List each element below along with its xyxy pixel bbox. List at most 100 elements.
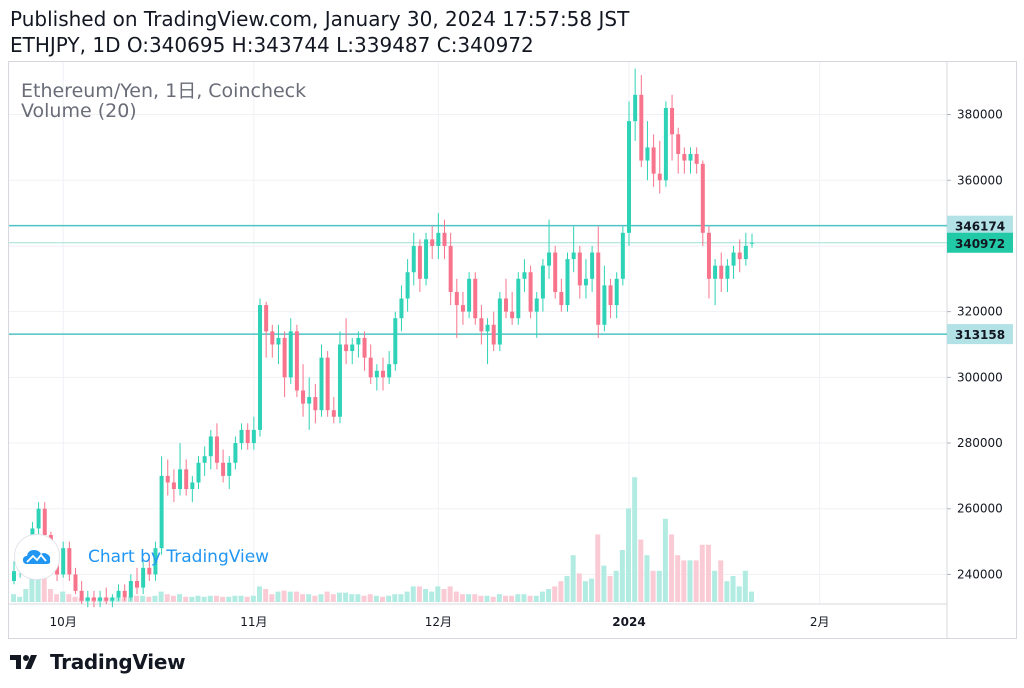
candle-body (731, 252, 736, 266)
volume-bar (343, 592, 349, 602)
candle-body (350, 344, 355, 352)
volume-bar (453, 591, 459, 602)
candle-body (221, 462, 226, 476)
candle-body (171, 482, 176, 490)
candle-body (356, 337, 361, 345)
volume-bar (336, 592, 342, 602)
volume-bar (306, 594, 312, 602)
volume-bar (380, 596, 385, 602)
candle-body (571, 252, 576, 260)
candle-body (319, 357, 324, 411)
candle-body (135, 581, 139, 588)
volume-bar (47, 589, 53, 602)
volume-bar (355, 594, 361, 602)
candle-body (128, 581, 133, 598)
candle-body (553, 252, 558, 292)
watermark-label: Chart by TradingView (88, 547, 270, 567)
candle-body (202, 456, 207, 463)
candle-body (614, 278, 619, 306)
volume-bar (281, 590, 287, 602)
tradingview-watermark[interactable]: Chart by TradingView (14, 534, 270, 580)
candle-body (448, 245, 453, 292)
candle-body (737, 252, 742, 260)
candle-body (374, 370, 379, 378)
candle-body (627, 121, 631, 233)
candle-body (98, 597, 103, 601)
time-tick-label: 12月 (425, 615, 452, 629)
volume-bar (441, 589, 447, 602)
candle-body (239, 429, 244, 444)
candle-body (42, 508, 47, 536)
price-tick-label: 380000 (957, 108, 1003, 122)
candle-body (460, 305, 465, 312)
candle-body (282, 337, 287, 378)
candle-body (670, 107, 675, 135)
volume-bar (263, 589, 269, 602)
candle-body (411, 245, 416, 273)
volume-bar (66, 594, 72, 602)
candle-body (430, 239, 435, 246)
candle-body (504, 298, 508, 312)
candle-body (657, 173, 662, 181)
candle-body (294, 331, 299, 391)
candle-body (454, 291, 459, 306)
volume-bar (632, 477, 638, 602)
price-tick-label: 300000 (957, 370, 1003, 384)
candle-body (633, 94, 638, 122)
volume-bar (416, 586, 422, 602)
volume-bar (189, 596, 195, 602)
candle-body (491, 324, 496, 345)
candle-body (141, 567, 146, 588)
candle-body (288, 331, 293, 378)
level-price-label-bg (947, 215, 1013, 236)
candle-body (301, 390, 306, 404)
volume-bar (466, 594, 472, 602)
candle-body (467, 278, 472, 312)
volume-bar (158, 591, 164, 602)
volume-bar (410, 586, 416, 602)
candle-body (516, 278, 521, 319)
time-tick-label: 10月 (50, 615, 77, 629)
candle-body (583, 278, 588, 286)
volume-bar (490, 596, 496, 602)
volume-bar (601, 565, 607, 602)
volume-bar (213, 595, 219, 602)
candle-body (608, 285, 613, 306)
volume-bar (373, 595, 379, 602)
chart-legend-volume: Volume (20) (21, 100, 137, 122)
volume-bar (293, 591, 299, 602)
candle-body (159, 475, 164, 549)
volume-bar (699, 544, 705, 602)
volume-bar (546, 589, 552, 602)
volume-bar (207, 595, 213, 602)
candle-body (663, 107, 668, 181)
candle-body (534, 298, 539, 312)
volume-bar (656, 570, 662, 602)
volume-bar (595, 534, 601, 602)
candle-body (196, 462, 201, 483)
candle-body (381, 370, 385, 378)
candle-body (522, 272, 527, 279)
volume-bar (17, 596, 23, 602)
tradingview-footer[interactable]: TradingView (10, 650, 186, 674)
level-price-label: 313158 (955, 328, 1005, 342)
price-tick-label: 320000 (957, 305, 1003, 319)
candle-body (79, 590, 84, 601)
candle-body (214, 436, 219, 463)
candle-body (362, 337, 367, 358)
volume-bar (539, 591, 545, 602)
candle-body (73, 574, 78, 591)
candle-body (682, 153, 687, 161)
volume-bar (60, 591, 66, 602)
candle-body (110, 597, 115, 601)
volume-bar (287, 591, 293, 602)
candle-body (190, 482, 195, 490)
candle-body (596, 252, 601, 325)
candle-body (36, 508, 41, 529)
candle-body (153, 548, 158, 575)
candle-body (750, 242, 754, 244)
candle-body (251, 429, 256, 444)
candle-body (479, 318, 484, 332)
volume-bar (521, 594, 527, 602)
